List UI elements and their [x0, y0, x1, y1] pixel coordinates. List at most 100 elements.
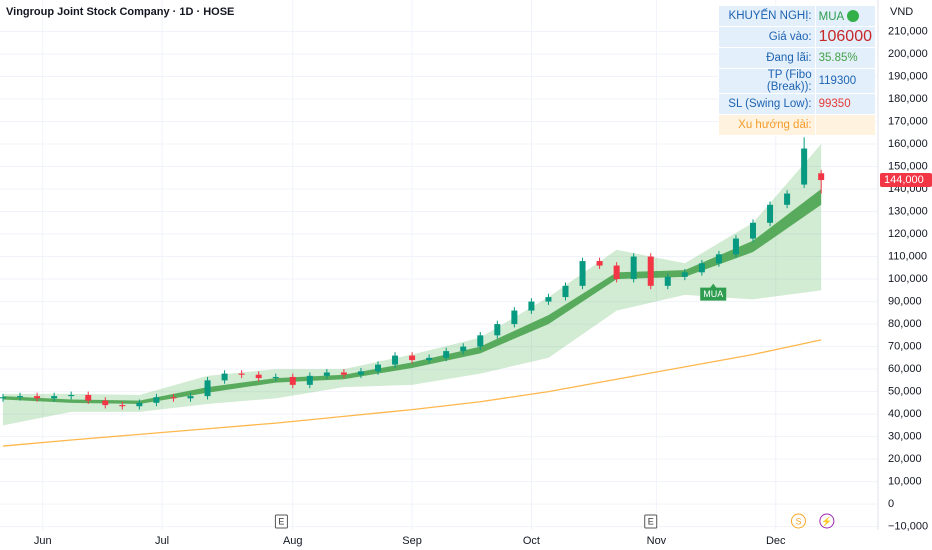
x-tick-label: Jul	[155, 535, 169, 547]
y-tick-label: 130,000	[888, 205, 928, 217]
panel-value: MUA	[814, 5, 877, 27]
status-dot	[846, 9, 859, 22]
x-tick-label: Sep	[402, 535, 422, 547]
candle-body	[460, 346, 467, 352]
y-tick-label: 180,000	[888, 93, 928, 105]
x-tick-label: Aug	[283, 535, 303, 547]
long-ma-line	[2, 339, 822, 447]
candle-body	[596, 261, 603, 266]
candle-body	[221, 373, 228, 381]
candle-body	[801, 148, 808, 185]
candle-body	[732, 238, 739, 255]
candle-body	[579, 261, 586, 286]
candle-body	[477, 335, 484, 347]
candle-body	[392, 355, 399, 365]
y-tick-label: 150,000	[888, 160, 928, 172]
candle-body	[715, 254, 722, 264]
candle-body	[238, 373, 245, 375]
y-tick-label: 210,000	[888, 25, 928, 37]
y-tick-label: 110,000	[888, 250, 927, 262]
candle-body	[818, 173, 825, 181]
panel-value: 119300	[814, 68, 877, 94]
candle-body	[119, 405, 126, 407]
candle-body	[17, 396, 24, 398]
y-tick-label: 60,000	[888, 363, 922, 375]
candle-body	[255, 374, 262, 379]
candle-body	[170, 397, 177, 399]
candle-body	[153, 397, 160, 403]
panel-value: 35.85%	[814, 47, 877, 69]
x-tick-label: Jun	[34, 535, 52, 547]
y-tick-label: 10,000	[888, 476, 922, 488]
candle-body	[664, 276, 671, 286]
candle-body	[187, 396, 194, 399]
candle-body	[767, 204, 774, 223]
y-tick-label: 90,000	[888, 295, 922, 307]
panel-row: Đang lãi: 35.85%	[718, 47, 877, 69]
event-label: E	[278, 516, 284, 526]
candle-body	[545, 297, 552, 302]
candle-body	[204, 380, 211, 397]
candle-body	[272, 376, 279, 379]
candle-body	[102, 400, 109, 406]
panel-value: 106000	[814, 26, 877, 48]
candle-body	[443, 351, 450, 358]
candle-body	[784, 193, 791, 205]
y-tick-label: 100,000	[888, 273, 928, 285]
currency: VND	[890, 6, 913, 18]
y-tick-label: 170,000	[888, 115, 928, 127]
panel-value	[814, 114, 877, 136]
last-price-label: 144,000	[884, 174, 924, 186]
panel-label: Xu hướng dài:	[718, 114, 816, 136]
chart-title: Vingroup Joint Stock Company · 1D · HOSE	[6, 6, 234, 18]
x-tick-label: Nov	[647, 535, 667, 547]
candle-body	[698, 263, 705, 273]
last-price-tag	[880, 173, 932, 188]
cloud-band	[3, 144, 822, 426]
y-tick-label: 70,000	[888, 340, 922, 352]
candle-body	[375, 364, 381, 372]
panel-label: TP (Fibo (Break)):	[718, 68, 816, 94]
panel-value-text: MUA	[818, 10, 844, 23]
candle-body	[750, 222, 756, 239]
event-label: S	[795, 516, 801, 526]
candle-body	[289, 376, 296, 385]
panel-label: Đang lãi:	[718, 47, 816, 69]
signal-label: MUA	[703, 289, 723, 299]
y-tick-label: 160,000	[888, 138, 928, 150]
candle-body	[647, 256, 654, 286]
candle-body	[494, 324, 501, 336]
panel-row: Giá vào: 106000	[718, 26, 877, 48]
y-tick-label: 0	[888, 498, 894, 510]
x-tick-label: Oct	[523, 535, 540, 547]
candle-body	[340, 372, 347, 375]
candle-body	[51, 396, 58, 399]
candle-body	[136, 402, 143, 407]
y-tick-label: 20,000	[888, 453, 922, 465]
y-tick-label: 50,000	[888, 385, 922, 397]
candle-body	[68, 394, 75, 397]
event-icon	[819, 513, 835, 529]
candle-body	[681, 272, 688, 277]
event-icon	[274, 514, 288, 529]
x-tick-label: Dec	[766, 535, 786, 547]
candle-body	[409, 355, 416, 361]
y-tick-label: 120,000	[888, 228, 928, 240]
candle-body	[613, 265, 620, 280]
candle-body	[357, 371, 364, 375]
y-tick-label: 40,000	[888, 408, 922, 420]
panel-row: TP (Fibo (Break)): 119300	[718, 68, 877, 94]
candle-body	[323, 372, 330, 376]
y-tick-label: 200,000	[888, 48, 928, 60]
event-icon	[644, 514, 658, 529]
candle-body	[562, 285, 569, 298]
y-tick-label: 30,000	[888, 431, 922, 443]
panel-label: SL (Swing Low):	[718, 93, 816, 115]
event-icon	[790, 513, 806, 529]
candle-body	[85, 394, 92, 401]
panel-label: Giá vào:	[718, 26, 816, 48]
panel-row: SL (Swing Low): 99350	[718, 93, 877, 115]
candle-body	[306, 375, 313, 385]
y-tick-label: 190,000	[888, 70, 928, 82]
